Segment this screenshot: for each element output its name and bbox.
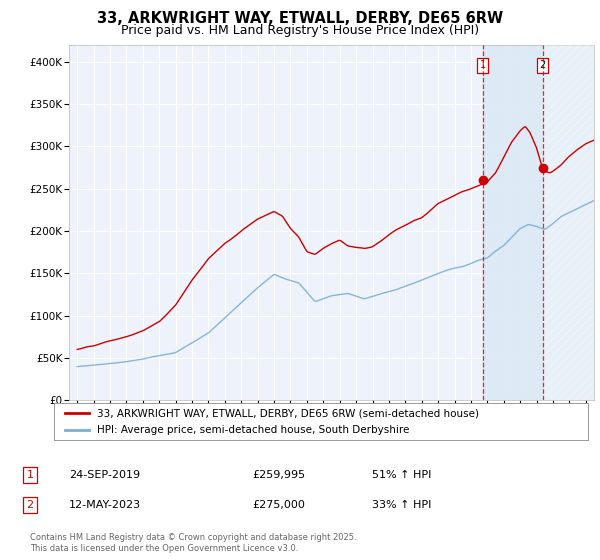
Text: 33, ARKWRIGHT WAY, ETWALL, DERBY, DE65 6RW: 33, ARKWRIGHT WAY, ETWALL, DERBY, DE65 6…: [97, 11, 503, 26]
Text: 33% ↑ HPI: 33% ↑ HPI: [372, 500, 431, 510]
Text: Contains HM Land Registry data © Crown copyright and database right 2025.
This d: Contains HM Land Registry data © Crown c…: [30, 533, 356, 553]
Text: HPI: Average price, semi-detached house, South Derbyshire: HPI: Average price, semi-detached house,…: [97, 425, 409, 435]
Text: 1: 1: [26, 470, 34, 480]
Text: 24-SEP-2019: 24-SEP-2019: [69, 470, 140, 480]
Bar: [483, 45, 594, 400]
Text: 51% ↑ HPI: 51% ↑ HPI: [372, 470, 431, 480]
Text: 2: 2: [539, 60, 546, 70]
Text: 1: 1: [480, 60, 486, 70]
Text: 33, ARKWRIGHT WAY, ETWALL, DERBY, DE65 6RW (semi-detached house): 33, ARKWRIGHT WAY, ETWALL, DERBY, DE65 6…: [97, 408, 479, 418]
Text: £275,000: £275,000: [252, 500, 305, 510]
Text: 12-MAY-2023: 12-MAY-2023: [69, 500, 141, 510]
Bar: [542, 45, 594, 400]
Text: £259,995: £259,995: [252, 470, 305, 480]
Text: Price paid vs. HM Land Registry's House Price Index (HPI): Price paid vs. HM Land Registry's House …: [121, 24, 479, 36]
Text: 2: 2: [26, 500, 34, 510]
